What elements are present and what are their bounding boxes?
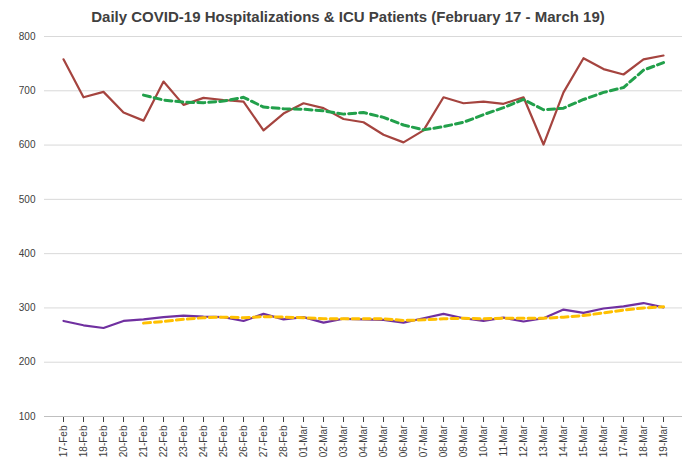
svg-text:19-Feb: 19-Feb — [98, 425, 109, 457]
svg-text:400: 400 — [19, 248, 36, 259]
svg-text:28-Feb: 28-Feb — [278, 425, 289, 457]
svg-text:15-Mar: 15-Mar — [578, 425, 589, 457]
svg-text:17-Feb: 17-Feb — [58, 425, 69, 457]
svg-text:800: 800 — [19, 31, 36, 42]
svg-text:27-Feb: 27-Feb — [258, 425, 269, 457]
svg-text:08-Mar: 08-Mar — [438, 425, 449, 457]
svg-text:18-Feb: 18-Feb — [78, 425, 89, 457]
svg-text:12-Mar: 12-Mar — [518, 425, 529, 457]
svg-text:02-Mar: 02-Mar — [318, 425, 329, 457]
svg-text:17-Mar: 17-Mar — [618, 425, 629, 457]
svg-text:22-Feb: 22-Feb — [158, 425, 169, 457]
svg-text:600: 600 — [19, 139, 36, 150]
svg-text:03-Mar: 03-Mar — [338, 425, 349, 457]
svg-text:21-Feb: 21-Feb — [138, 425, 149, 457]
svg-text:19-Mar: 19-Mar — [658, 425, 669, 457]
svg-text:13-Mar: 13-Mar — [538, 425, 549, 457]
svg-text:100: 100 — [19, 411, 36, 422]
svg-text:05-Mar: 05-Mar — [378, 425, 389, 457]
svg-text:23-Feb: 23-Feb — [178, 425, 189, 457]
svg-text:10-Mar: 10-Mar — [478, 425, 489, 457]
svg-text:300: 300 — [19, 302, 36, 313]
svg-text:09-Mar: 09-Mar — [458, 425, 469, 457]
svg-text:11-Mar: 11-Mar — [498, 425, 509, 457]
svg-text:14-Mar: 14-Mar — [558, 425, 569, 457]
svg-text:06-Mar: 06-Mar — [398, 425, 409, 457]
html-text:Daily COVID-19 Hospitalization: Daily COVID-19 Hospitalizations & ICU Pa… — [91, 8, 605, 25]
svg-text:04-Mar: 04-Mar — [358, 425, 369, 457]
svg-text:16-Mar: 16-Mar — [598, 425, 609, 457]
svg-text:07-Mar: 07-Mar — [418, 425, 429, 457]
svg-text:24-Feb: 24-Feb — [198, 425, 209, 457]
svg-text:500: 500 — [19, 194, 36, 205]
svg-text:01-Mar: 01-Mar — [298, 425, 309, 457]
svg-text:25-Feb: 25-Feb — [218, 425, 229, 457]
svg-text:26-Feb: 26-Feb — [238, 425, 249, 457]
svg-text:20-Feb: 20-Feb — [118, 425, 129, 457]
svg-text:200: 200 — [19, 356, 36, 367]
svg-text:18-Mar: 18-Mar — [638, 425, 649, 457]
svg-text:700: 700 — [19, 85, 36, 96]
